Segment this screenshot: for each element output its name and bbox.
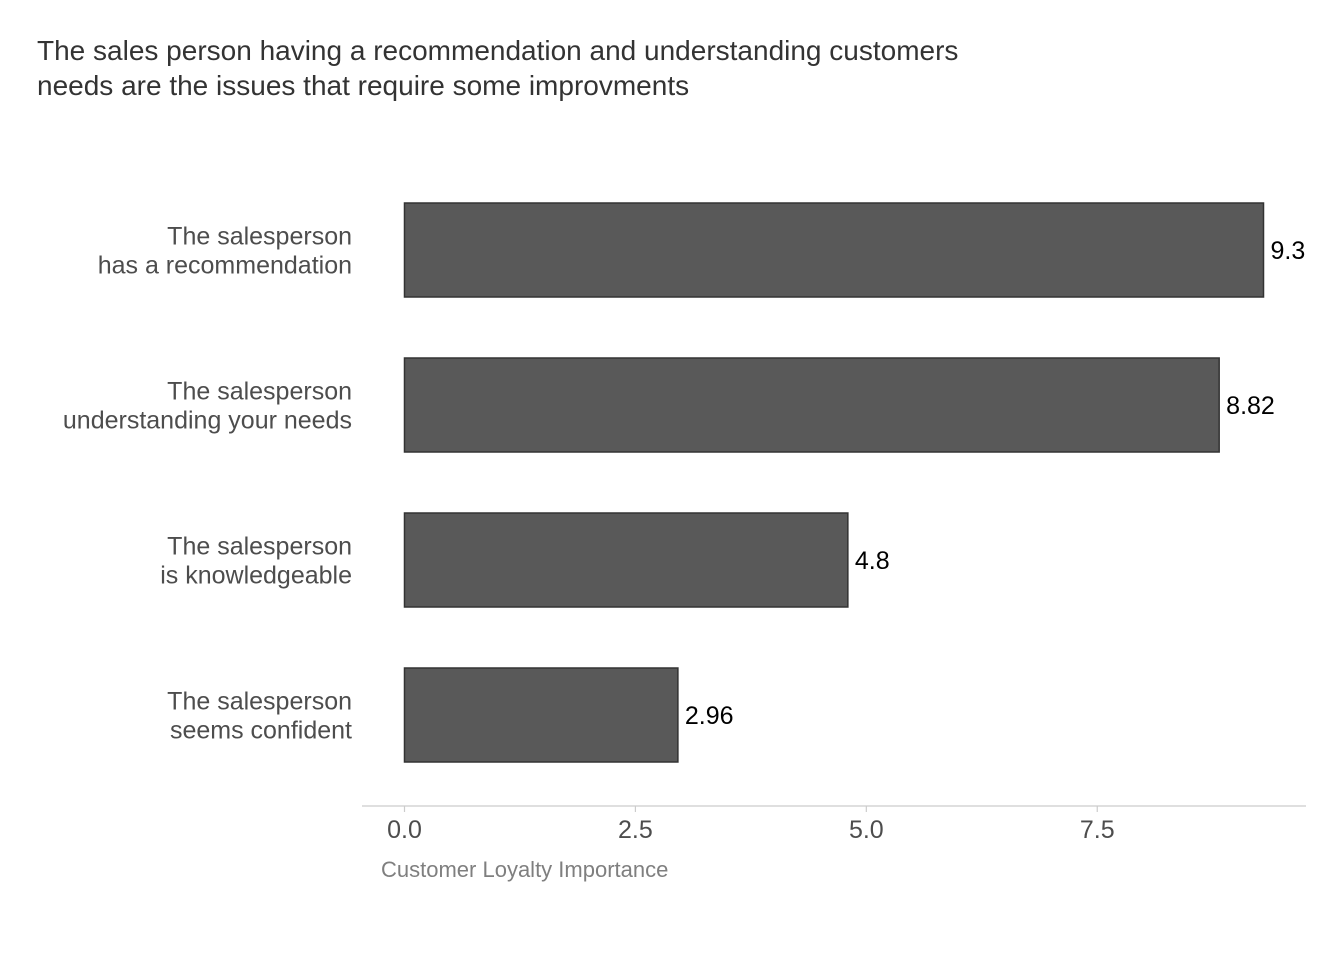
x-tick-label-0: 0.0 — [387, 816, 422, 844]
x-tick-label-3: 7.5 — [1080, 816, 1115, 844]
bar-2 — [403, 512, 849, 608]
chart-title-line-1: The sales person having a recommendation… — [37, 35, 959, 66]
category-label-3-line-0: The salesperson — [167, 688, 352, 716]
category-label-0-line-1: has a recommendation — [98, 252, 352, 280]
chart-title: The sales person having a recommendation… — [37, 33, 1237, 103]
category-label-2-line-0: The salesperson — [167, 533, 352, 561]
category-label-2-line-1: is knowledgeable — [160, 562, 352, 590]
x-tick-label-2: 5.0 — [849, 816, 884, 844]
bar-value-label-2: 4.8 — [855, 547, 890, 575]
category-label-1-line-0: The salesperson — [167, 378, 352, 406]
bar-1 — [403, 357, 1220, 453]
x-tick-label-1: 2.5 — [618, 816, 653, 844]
bar-value-label-3: 2.96 — [685, 702, 734, 730]
bar-0 — [403, 202, 1265, 298]
bar-value-label-0: 9.3 — [1271, 237, 1306, 265]
category-label-0-line-0: The salesperson — [167, 223, 352, 251]
category-label-1-line-1: understanding your needs — [63, 407, 352, 435]
chart-title-line-2: needs are the issues that require some i… — [37, 70, 690, 101]
category-label-3-line-1: seems confident — [170, 717, 352, 745]
bar-3 — [403, 667, 679, 763]
x-axis-title: Customer Loyalty Importance — [381, 857, 668, 882]
bar-value-label-1: 8.82 — [1226, 392, 1275, 420]
